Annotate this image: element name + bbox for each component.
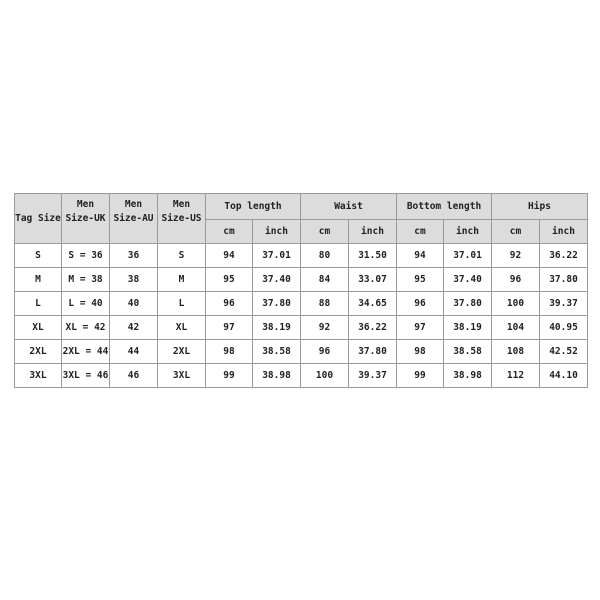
table-cell: 2XL <box>14 339 62 364</box>
table-cell: 94 <box>396 243 444 268</box>
table-cell: 3XL <box>157 363 206 388</box>
header-hips: Hips <box>491 193 588 220</box>
table-cell: 37.40 <box>252 267 301 292</box>
header-row: Tag Size Men Size-UK Men Size-AU Men Siz… <box>14 193 588 244</box>
unit-inch: inch <box>539 219 588 244</box>
table-cell: 99 <box>205 363 253 388</box>
header-bottom-length: Bottom length <box>396 193 492 220</box>
table-cell: 96 <box>396 291 444 316</box>
header-tag-size: Tag Size <box>14 193 62 244</box>
unit-row: cm inch cm inch cm inch cm inch <box>15 219 588 244</box>
table-cell: 100 <box>491 291 540 316</box>
table-cell: 36 <box>109 243 158 268</box>
table-cell: S = 36 <box>61 243 110 268</box>
table-cell: 3XL <box>14 363 62 388</box>
table-cell: 99 <box>396 363 444 388</box>
header-waist: Waist <box>300 193 397 220</box>
unit-cm: cm <box>300 219 349 244</box>
table-cell: XL = 42 <box>61 315 110 340</box>
table-cell: 3XL = 46 <box>61 363 110 388</box>
table-cell: 34.65 <box>348 291 397 316</box>
unit-inch: inch <box>252 219 301 244</box>
table-cell: M <box>14 267 62 292</box>
table-cell: 40 <box>109 291 158 316</box>
table-cell: 38.58 <box>443 339 492 364</box>
table-cell: 38.98 <box>252 363 301 388</box>
table-cell: 104 <box>491 315 540 340</box>
header-size-uk: Men Size-UK <box>61 193 110 244</box>
table-cell: 31.50 <box>348 243 397 268</box>
unit-cm: cm <box>396 219 444 244</box>
table-cell: 96 <box>300 339 349 364</box>
table-cell: L = 40 <box>61 291 110 316</box>
table-cell: 108 <box>491 339 540 364</box>
unit-cm: cm <box>205 219 253 244</box>
table-cell: L <box>157 291 206 316</box>
header-top-length: Top length <box>205 193 301 220</box>
table-cell: 2XL = 44 <box>61 339 110 364</box>
table-cell: 2XL <box>157 339 206 364</box>
table-cell: 42 <box>109 315 158 340</box>
table-cell: 37.01 <box>443 243 492 268</box>
table-cell: 80 <box>300 243 349 268</box>
table-cell: 96 <box>491 267 540 292</box>
table-cell: 37.80 <box>252 291 301 316</box>
table-cell: 36.22 <box>348 315 397 340</box>
unit-cm: cm <box>491 219 540 244</box>
table-cell: 96 <box>205 291 253 316</box>
table-cell: 42.52 <box>539 339 588 364</box>
table-row: 3XL 3XL = 46 46 3XL 99 38.98 100 39.37 99 38.98 11… <box>14 363 588 388</box>
table-cell: 100 <box>300 363 349 388</box>
table-cell: 37.40 <box>443 267 492 292</box>
table-cell: 37.80 <box>348 339 397 364</box>
table-cell: 97 <box>396 315 444 340</box>
table-cell: L <box>14 291 62 316</box>
table-cell: 95 <box>396 267 444 292</box>
table-cell: 37.80 <box>443 291 492 316</box>
table-cell: 97 <box>205 315 253 340</box>
table-cell: 39.37 <box>348 363 397 388</box>
table-cell: XL <box>14 315 62 340</box>
table-cell: 92 <box>491 243 540 268</box>
table-cell: XL <box>157 315 206 340</box>
table-cell: M <box>157 267 206 292</box>
table-cell: 88 <box>300 291 349 316</box>
unit-inch: inch <box>443 219 492 244</box>
table-cell: 95 <box>205 267 253 292</box>
table-cell: 40.95 <box>539 315 588 340</box>
table-cell: 33.07 <box>348 267 397 292</box>
table-cell: 39.37 <box>539 291 588 316</box>
table-cell: 44 <box>109 339 158 364</box>
table-cell: 38.98 <box>443 363 492 388</box>
unit-inch: inch <box>348 219 397 244</box>
table-cell: 38.19 <box>252 315 301 340</box>
table-cell: 38.58 <box>252 339 301 364</box>
header-size-au: Men Size-AU <box>109 193 158 244</box>
table-cell: 37.01 <box>252 243 301 268</box>
table-cell: 38.19 <box>443 315 492 340</box>
table-row: XL XL = 42 42 XL 97 38.19 92 36.22 97 38.19 104 40.… <box>14 315 588 340</box>
table-cell: 84 <box>300 267 349 292</box>
table-cell: 37.80 <box>539 267 588 292</box>
table-cell: 46 <box>109 363 158 388</box>
table-cell: 98 <box>396 339 444 364</box>
table-cell: 94 <box>205 243 253 268</box>
table-cell: 98 <box>205 339 253 364</box>
table-cell: 112 <box>491 363 540 388</box>
table-cell: S <box>14 243 62 268</box>
size-chart-table: Tag Size Men Size-UK Men Size-AU Men Siz… <box>14 193 588 388</box>
table-cell: M = 38 <box>61 267 110 292</box>
table-cell: S <box>157 243 206 268</box>
table-cell: 36.22 <box>539 243 588 268</box>
table-cell: 38 <box>109 267 158 292</box>
table-cell: 92 <box>300 315 349 340</box>
table-cell: 44.10 <box>539 363 588 388</box>
table-row: 2XL 2XL = 44 44 2XL 98 38.58 96 37.80 98 38.58 108… <box>14 339 588 364</box>
header-size-us: Men Size-US <box>157 193 206 244</box>
